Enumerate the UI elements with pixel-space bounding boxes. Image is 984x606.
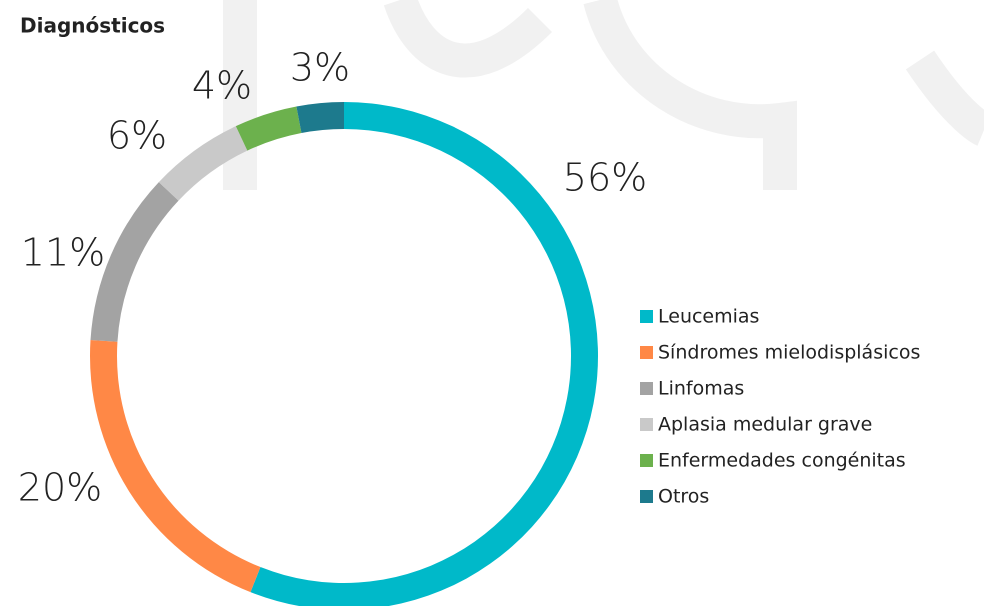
data-label: 3% bbox=[290, 46, 350, 90]
legend-label: Leucemias bbox=[658, 306, 759, 328]
data-label: 20% bbox=[18, 466, 102, 510]
legend-swatch bbox=[640, 454, 653, 467]
legend-label: Enfermedades congénitas bbox=[658, 450, 906, 472]
data-label: 6% bbox=[107, 114, 167, 158]
legend-swatch bbox=[640, 382, 653, 395]
chart-title: Diagnósticos bbox=[20, 14, 165, 38]
watermark bbox=[223, 0, 984, 190]
data-label: 56% bbox=[563, 156, 647, 200]
data-label: 11% bbox=[21, 231, 105, 275]
data-label: 4% bbox=[192, 64, 252, 108]
legend-swatch bbox=[640, 310, 653, 323]
donut-slice bbox=[235, 106, 302, 151]
legend-label: Otros bbox=[658, 486, 709, 508]
legend-label: Aplasia medular grave bbox=[658, 414, 872, 436]
donut-slice bbox=[90, 340, 261, 593]
legend-swatch bbox=[640, 418, 653, 431]
legend-swatch bbox=[640, 490, 653, 503]
donut-slice bbox=[90, 182, 179, 342]
legend-swatch bbox=[640, 346, 653, 359]
legend-label: Linfomas bbox=[658, 378, 744, 400]
legend-label: Síndromes mielodisplásicos bbox=[658, 342, 920, 364]
donut-slice bbox=[250, 102, 598, 606]
donut-slice bbox=[158, 126, 248, 201]
donut-slice bbox=[296, 102, 344, 134]
